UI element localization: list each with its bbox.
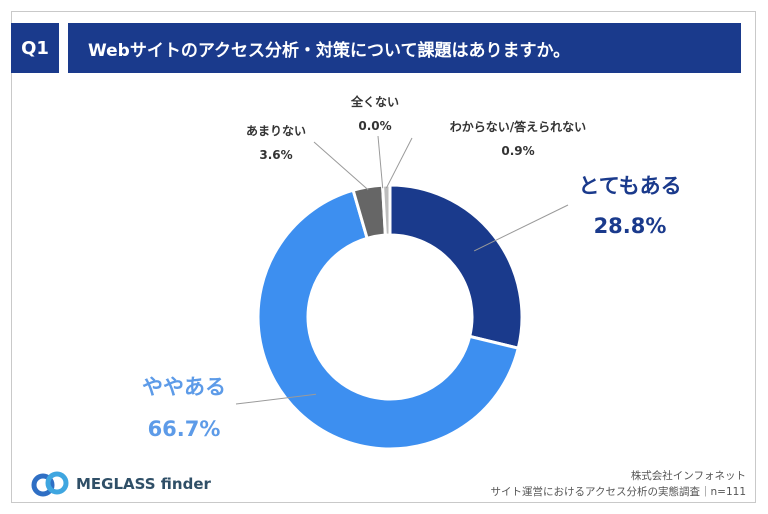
meglass-logo: MEGLASS finder: [30, 471, 211, 497]
leader-line-3: [377, 135, 384, 189]
donut-slice-0: [388, 183, 524, 351]
question-title: Webサイトのアクセス分析・対策について課題はありますか。: [68, 23, 741, 73]
meglass-logo-icon: [31, 471, 69, 497]
donut-slice-1: [256, 188, 521, 451]
leader-lines: [235, 135, 569, 405]
label-category-0: とてもある: [578, 174, 681, 198]
label-category-3: 全くない: [350, 94, 399, 109]
leader-line-2: [313, 141, 369, 191]
label-value-2: 3.6%: [259, 148, 292, 162]
label-value-0: 28.8%: [594, 214, 667, 238]
question-badge: Q1: [11, 23, 59, 73]
label-value-3: 0.0%: [358, 119, 391, 133]
leader-line-0: [473, 204, 569, 252]
logo-text: MEGLASS finder: [76, 475, 211, 493]
label-value-4: 0.9%: [501, 144, 534, 158]
source-survey: サイト運営におけるアクセス分析の実態調査｜n=111: [490, 486, 746, 498]
source-company: 株式会社インフォネット: [630, 470, 746, 482]
label-category-1: ややある: [142, 375, 226, 399]
source-note: 株式会社インフォネット サイト運営におけるアクセス分析の実態調査｜n=111: [491, 468, 746, 500]
label-category-2: あまりない: [246, 124, 306, 138]
donut-slice-4: [380, 183, 392, 237]
label-value-1: 66.7%: [148, 417, 221, 441]
leader-line-1: [235, 393, 317, 405]
label-category-4: わからない/答えられない: [450, 119, 586, 134]
leader-line-4: [385, 137, 413, 189]
donut-slices: [256, 183, 524, 451]
